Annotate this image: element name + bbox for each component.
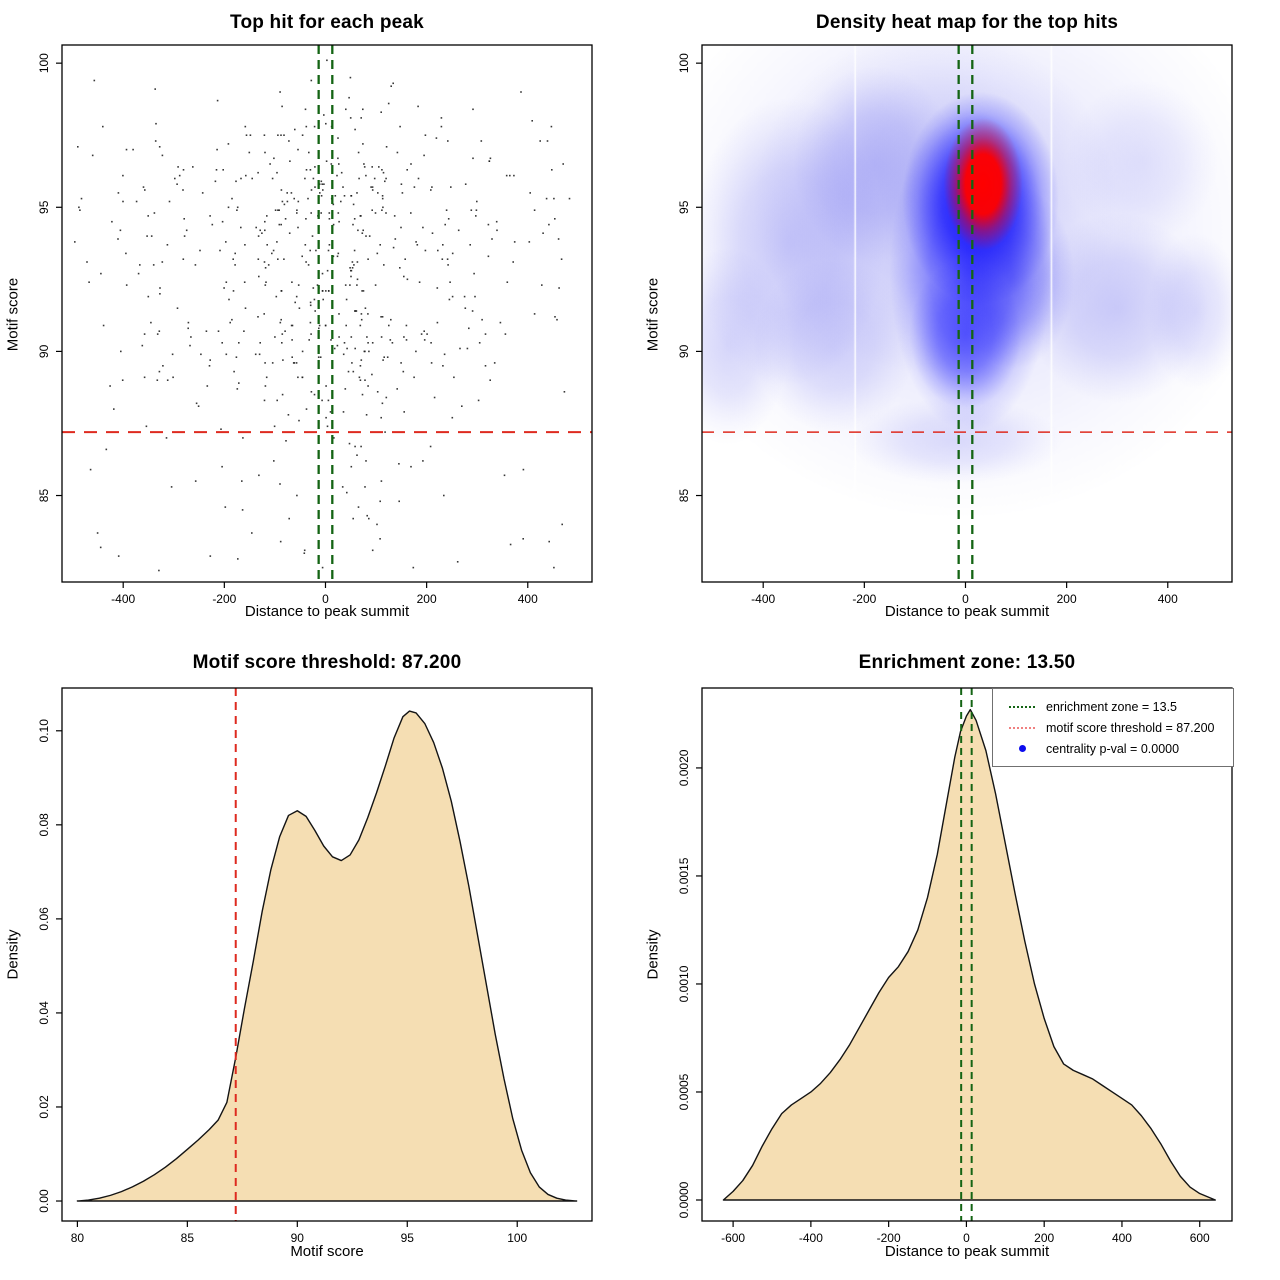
y-tick-label: 0.02 — [37, 1095, 51, 1119]
x-tick-label: 0 — [963, 1231, 970, 1245]
x-tick-label: -400 — [111, 592, 135, 606]
y-tick-label: 100 — [677, 53, 691, 73]
x-axis-label: Distance to peak summit — [884, 603, 1050, 620]
x-tick-label: -400 — [751, 592, 775, 606]
y-tick-label: 0.0000 — [677, 1181, 691, 1218]
red-dotted-line-icon — [1007, 726, 1037, 729]
x-tick-label: 90 — [291, 1231, 305, 1245]
legend-label: enrichment zone = 13.5 — [1046, 699, 1177, 714]
x-tick-label: 0 — [322, 592, 329, 606]
x-tick-label: -200 — [212, 592, 236, 606]
x-axis-label: Distance to peak summit — [244, 603, 410, 620]
x-tick-label: 100 — [507, 1231, 527, 1245]
x-tick-label: 200 — [417, 592, 437, 606]
y-tick-label: 90 — [677, 344, 691, 358]
legend-item-motif-score-threshold: motif score threshold = 87.200 — [1007, 717, 1227, 738]
y-tick-label: 0.0015 — [677, 857, 691, 894]
y-tick-label: 90 — [37, 344, 51, 358]
panel-motif-score-density: Motif score threshold: 87.200 80 85 90 95 10… — [0, 640, 640, 1280]
legend: enrichment zone = 13.5 motif score thres… — [992, 688, 1234, 767]
x-tick-label: 400 — [1112, 1231, 1132, 1245]
y-axis-label: Density — [644, 929, 662, 980]
density-curve — [722, 708, 1216, 1201]
x-tick-label: 200 — [1057, 592, 1077, 606]
legend-label: motif score threshold = 87.200 — [1046, 720, 1215, 735]
y-tick-label: 85 — [37, 489, 51, 503]
axes: -400 -200 0 200 400 85 90 95 100 — [37, 44, 593, 606]
y-tick-label: 0.0005 — [677, 1073, 691, 1110]
x-tick-label: -400 — [799, 1231, 823, 1245]
legend-item-enrichment-zone: enrichment zone = 13.5 — [1007, 696, 1227, 717]
y-tick-label: 0.00 — [37, 1189, 51, 1213]
panel-enrichment-zone-density: Enrichment zone: 13.50 -600 -400 -200 0 200 4… — [640, 640, 1280, 1280]
y-axis-label: Motif score — [644, 277, 662, 352]
y-tick-label: 0.0010 — [677, 965, 691, 1002]
motif-score-density-plot: 80 85 90 95 100 0.00 0.02 0.04 0.06 0.08 0.10 — [37, 687, 593, 1245]
blue-dot-icon — [1007, 745, 1037, 752]
x-tick-label: 0 — [962, 592, 969, 606]
panel-density-heatmap: Density heat map for the top hits -400 -2… — [640, 0, 1280, 640]
scatter-plot: -400 -200 0 200 400 85 90 95 100 — [37, 44, 593, 606]
y-tick-label: 0.06 — [37, 907, 51, 931]
y-tick-label: 0.08 — [37, 813, 51, 837]
x-tick-label: -200 — [877, 1231, 901, 1245]
legend-label: centrality p-val = 0.0000 — [1046, 741, 1180, 756]
x-tick-label: 600 — [1190, 1231, 1210, 1245]
axes: -600 -400 -200 0 200 400 600 0.0000 0.0005 0.0010… — [677, 687, 1233, 1245]
x-tick-label: 85 — [181, 1231, 195, 1245]
x-tick-label: -200 — [852, 592, 876, 606]
axes: -400 -200 0 200 400 85 90 95 100 — [677, 44, 1233, 606]
legend-item-centrality-pval: centrality p-val = 0.0000 — [1007, 738, 1227, 759]
axes: 80 85 90 95 100 0.00 0.02 0.04 0.06 0.08 0.10 — [37, 687, 593, 1245]
page-title: Density heat map for the top hits — [815, 12, 1119, 33]
x-tick-label: 400 — [1158, 592, 1178, 606]
y-axis-label: Motif score — [4, 277, 22, 352]
x-tick-label: 80 — [71, 1231, 85, 1245]
x-axis-label: Motif score — [290, 1243, 364, 1260]
panel-top-hit-scatter: Top hit for each peak -400 -200 0 200 400 85 9… — [0, 0, 640, 640]
green-dotted-line-icon — [1007, 705, 1037, 708]
y-tick-label: 100 — [37, 53, 51, 73]
density-curve — [76, 710, 578, 1202]
x-tick-label: 95 — [401, 1231, 415, 1245]
y-tick-label: 95 — [37, 200, 51, 214]
distance-density-plot: -600 -400 -200 0 200 400 600 0.0000 0.0005 0.0010… — [677, 687, 1233, 1245]
y-axis-label: Density — [4, 929, 22, 980]
page-title: Top hit for each peak — [230, 12, 424, 33]
y-tick-label: 0.10 — [37, 719, 51, 743]
y-tick-label: 85 — [677, 489, 691, 503]
heatmap-canvas — [702, 45, 1232, 582]
page-title: Motif score threshold: 87.200 — [192, 652, 462, 673]
page-title: Enrichment zone: 13.50 — [858, 652, 1076, 673]
x-tick-label: -600 — [721, 1231, 745, 1245]
x-tick-label: 400 — [518, 592, 538, 606]
y-tick-label: 95 — [677, 200, 691, 214]
y-tick-label: 0.0020 — [677, 749, 691, 786]
x-tick-label: 200 — [1034, 1231, 1054, 1245]
scatter-points — [74, 59, 571, 572]
y-tick-label: 0.04 — [37, 1001, 51, 1025]
heatmap-plot: -400 -200 0 200 400 85 90 95 100 — [677, 44, 1233, 606]
x-axis-label: Distance to peak summit — [884, 1243, 1050, 1260]
